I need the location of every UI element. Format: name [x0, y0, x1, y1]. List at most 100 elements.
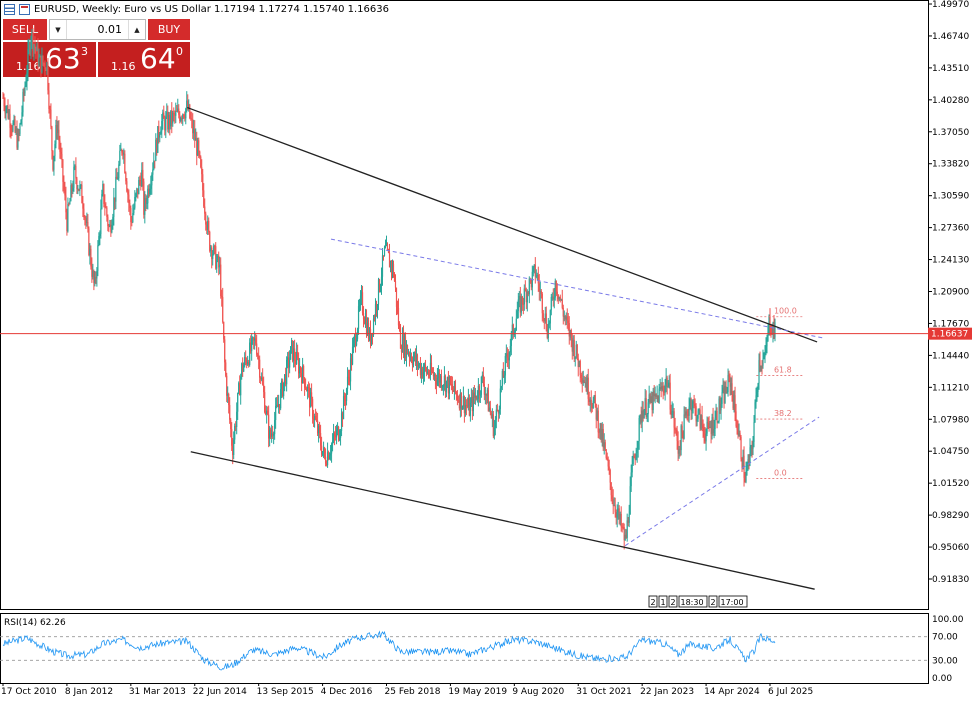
- trendline-solid[interactable]: [187, 106, 818, 343]
- lot-size-field[interactable]: ▼ 0.01 ▲: [49, 19, 146, 40]
- candle-body: [277, 404, 279, 408]
- candle-body: [360, 292, 363, 296]
- candle-body: [358, 305, 361, 307]
- candle-body: [93, 270, 95, 284]
- candle-body: [163, 112, 165, 119]
- candle-body: [305, 387, 307, 389]
- candle-body: [47, 62, 49, 91]
- candle-body: [469, 402, 471, 416]
- trendline-dashed[interactable]: [330, 238, 824, 339]
- candle-body: [307, 387, 309, 392]
- lot-size-input[interactable]: 0.01: [66, 20, 129, 39]
- candle-body: [621, 526, 623, 528]
- sell-price-pips: 63: [45, 42, 81, 75]
- candle-body: [500, 386, 502, 389]
- event-marker-box[interactable]: [658, 595, 668, 608]
- candle-body: [121, 149, 123, 153]
- candle-body: [759, 360, 761, 368]
- trendline-dashed[interactable]: [624, 416, 820, 547]
- candle-body: [576, 344, 578, 359]
- candle-body: [523, 288, 525, 305]
- candle-body: [96, 270, 98, 279]
- candle-body: [351, 346, 354, 365]
- candle-body: [143, 181, 145, 215]
- candle-body: [31, 31, 33, 40]
- candle-body: [565, 316, 567, 320]
- event-marker-box[interactable]: [718, 595, 748, 608]
- candle-body: [330, 444, 333, 454]
- candle-body: [602, 429, 604, 448]
- candle-body: [254, 338, 256, 341]
- candle-body: [770, 330, 772, 333]
- candle-body: [37, 45, 39, 65]
- calendar-icon[interactable]: [19, 3, 30, 15]
- candle-body: [505, 353, 507, 357]
- candle-body: [233, 439, 235, 455]
- candle-body: [161, 120, 163, 132]
- candle-body: [521, 296, 523, 305]
- candle-body: [465, 404, 467, 406]
- candle-body: [477, 385, 479, 399]
- candle-body: [123, 153, 125, 155]
- event-marker-box[interactable]: [668, 595, 678, 608]
- candle-body: [292, 340, 294, 361]
- candle-body: [110, 224, 112, 233]
- candle-body: [22, 91, 24, 113]
- candle-body: [536, 275, 538, 277]
- candle-body: [625, 534, 627, 538]
- candle-body: [641, 410, 643, 423]
- event-marker-box[interactable]: [648, 595, 658, 608]
- candle-body: [761, 365, 763, 367]
- candle-body: [30, 39, 32, 53]
- candle-body: [762, 358, 764, 366]
- event-marker-box[interactable]: [678, 595, 708, 608]
- candle-body: [631, 464, 633, 473]
- candle-body: [435, 380, 438, 385]
- candle-body: [59, 140, 61, 152]
- event-marker-box[interactable]: [708, 595, 718, 608]
- buy-price-box[interactable]: 1.16 64 0: [98, 42, 190, 77]
- candle-body: [263, 384, 265, 393]
- price-axis-label: 1.27360: [932, 224, 969, 234]
- candle-body: [407, 353, 410, 355]
- candle-body: [257, 354, 259, 357]
- candle-body: [455, 392, 458, 395]
- candle-body: [451, 384, 454, 390]
- candle-body: [640, 414, 642, 423]
- candle-body: [321, 451, 324, 455]
- candle-body: [714, 417, 716, 429]
- candle-body: [340, 413, 343, 431]
- candle-body: [415, 355, 418, 363]
- sell-button[interactable]: SELL: [3, 19, 47, 40]
- candle-body: [381, 255, 384, 277]
- price-axis-label: 1.30590: [932, 192, 969, 202]
- buy-button[interactable]: BUY: [148, 19, 190, 40]
- chart-window-icon[interactable]: [4, 3, 15, 15]
- candle-body: [512, 324, 514, 335]
- candle-body: [309, 392, 312, 408]
- rsi-axis-label: 100.00: [932, 615, 964, 625]
- candle-body: [710, 427, 712, 434]
- candle-body: [417, 364, 420, 367]
- candle-body: [452, 389, 455, 392]
- candle-body: [739, 433, 741, 437]
- price-axis-label: 1.49970: [932, 0, 969, 10]
- candle-body: [191, 118, 193, 120]
- candle-body: [422, 372, 425, 378]
- candle-body: [346, 376, 349, 389]
- candle-body: [145, 197, 147, 204]
- lot-decrease-icon[interactable]: ▼: [55, 25, 61, 34]
- trendline-solid[interactable]: [190, 451, 815, 590]
- candle-body: [301, 373, 303, 384]
- candle-body: [632, 455, 634, 465]
- candle-body: [517, 299, 519, 311]
- candle-body: [524, 288, 526, 291]
- candle-body: [702, 425, 704, 429]
- time-axis-label: 8 Jan 2012: [65, 687, 113, 697]
- sell-price-box[interactable]: 1.16 63 3: [3, 42, 96, 77]
- candle-body: [227, 394, 229, 396]
- event-marker-label: 2: [711, 598, 716, 607]
- lot-increase-icon[interactable]: ▲: [134, 25, 140, 34]
- candle-body: [744, 477, 746, 482]
